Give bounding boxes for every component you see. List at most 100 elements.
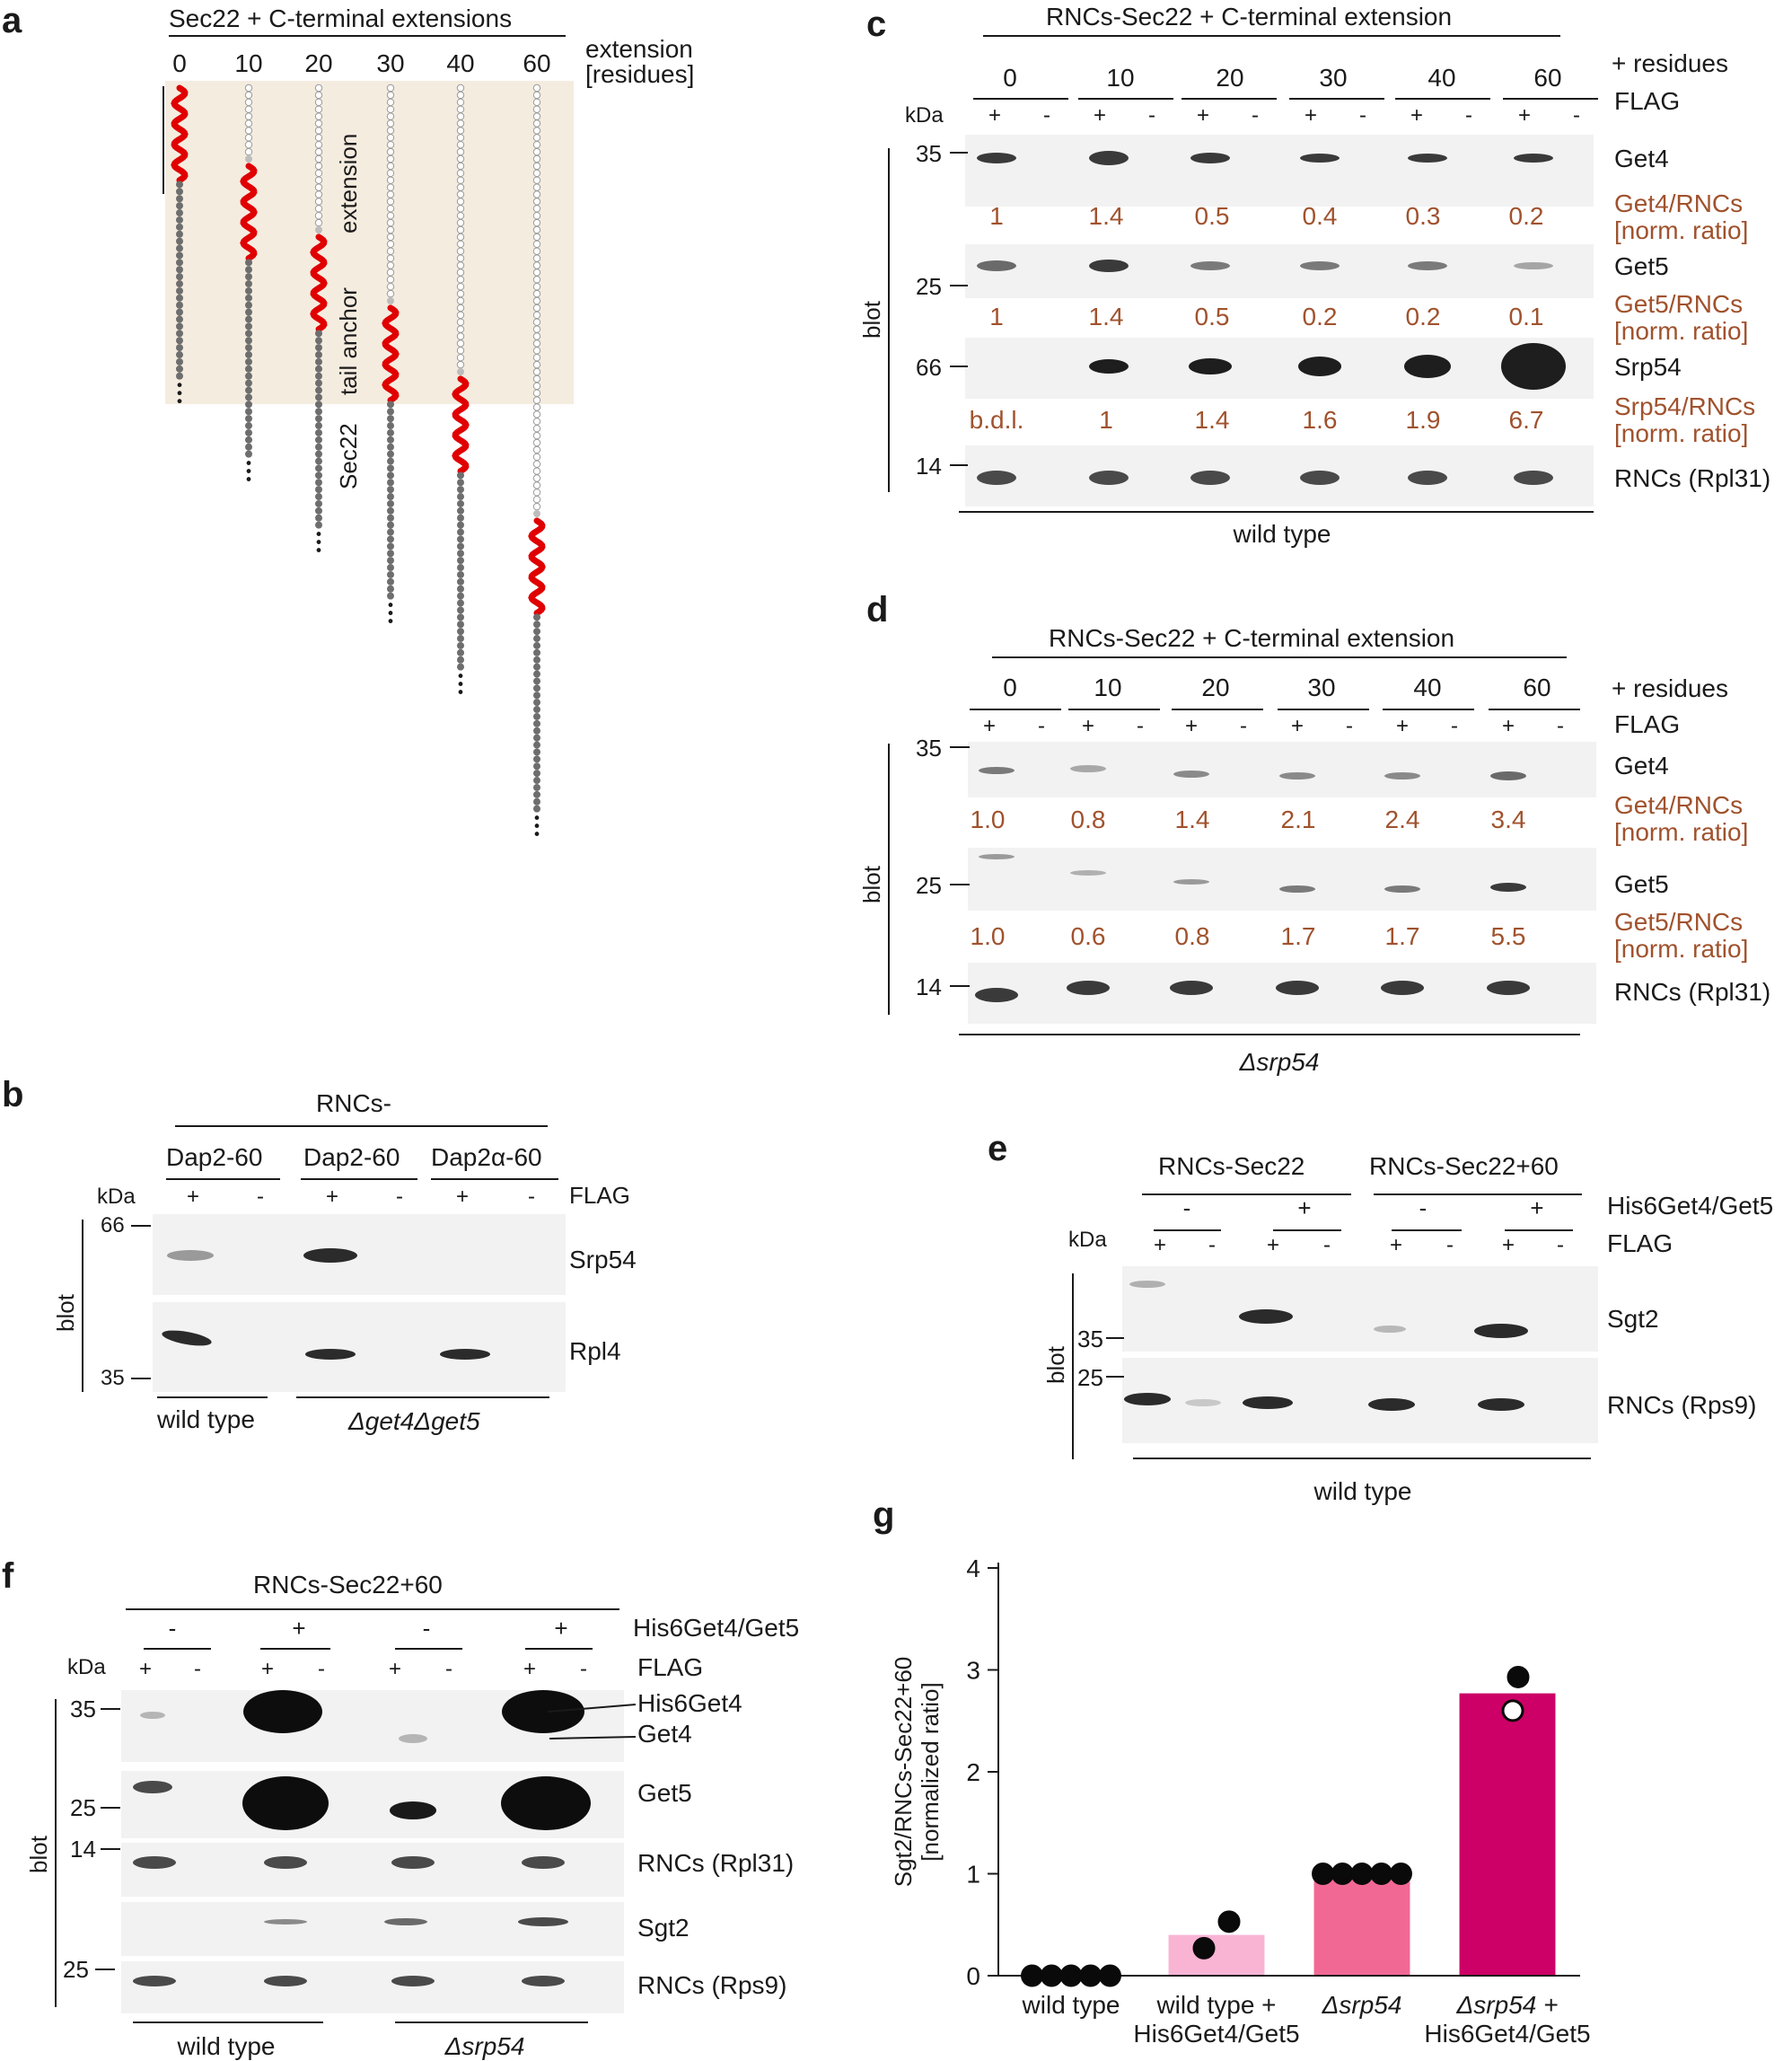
flag-sign: - xyxy=(1252,103,1259,128)
flag-sign: - xyxy=(1557,1233,1564,1257)
extension-residue xyxy=(456,325,465,333)
sec22-residue xyxy=(533,762,540,771)
sec22-residue xyxy=(457,493,464,501)
sec22-residue xyxy=(457,585,464,593)
flag-sign: + xyxy=(326,1185,338,1209)
mw: 14 xyxy=(70,1836,96,1863)
norm-label: [norm. ratio] xyxy=(1614,419,1748,447)
sec22-residue xyxy=(533,648,540,656)
extension-residue xyxy=(456,127,465,135)
ratio-label-get4: Get4/RNCs xyxy=(1614,189,1743,217)
construct-3: Dap2α-60 xyxy=(431,1143,542,1171)
mw: 25 xyxy=(70,1794,96,1821)
sec22-residue xyxy=(176,223,183,231)
flag-sign: + xyxy=(1502,714,1515,738)
band xyxy=(1089,359,1129,374)
sec22-residue xyxy=(245,422,252,430)
norm-label: [norm. ratio] xyxy=(1614,818,1748,846)
flag-sign: - xyxy=(1465,103,1472,128)
sec22-residue xyxy=(457,471,464,480)
extension-residue xyxy=(532,304,541,313)
sec22-residue xyxy=(533,797,540,806)
y-tick-label: 2 xyxy=(966,1758,980,1786)
ext-label-20: 20 xyxy=(304,49,332,77)
sec22-residue xyxy=(457,486,464,494)
band xyxy=(1474,1324,1528,1338)
sec22-residue xyxy=(387,415,394,423)
band xyxy=(303,1248,357,1263)
flag-sign: + xyxy=(187,1185,199,1209)
sec22-residue xyxy=(245,315,252,323)
data-point xyxy=(1217,1910,1241,1933)
extension-residue xyxy=(386,283,395,291)
sec22-residue xyxy=(457,557,464,565)
flag-sign: - xyxy=(1359,103,1366,128)
sec22-residue xyxy=(176,266,183,274)
band xyxy=(1490,883,1526,892)
sec22-residue xyxy=(457,542,464,550)
ratio-value: 1.7 xyxy=(1281,922,1316,950)
row-srp54: Srp54 xyxy=(569,1246,637,1273)
continuation-dot xyxy=(246,461,251,465)
flag-sign: + xyxy=(1410,103,1423,128)
sec22-residue xyxy=(245,330,252,338)
extension-residue xyxy=(532,431,541,440)
extension-residue xyxy=(532,198,541,206)
continuation-dot xyxy=(316,532,321,536)
flag-sign: + xyxy=(1502,1233,1515,1257)
extension-residue xyxy=(532,296,541,305)
band xyxy=(1124,1393,1171,1405)
band xyxy=(1300,471,1340,485)
extension-residue xyxy=(456,332,465,340)
panel-b-blot: blot xyxy=(52,1293,79,1332)
sec22-residue xyxy=(176,259,183,267)
sec22-residue xyxy=(315,337,322,345)
sec22-residue xyxy=(457,514,464,522)
continuation-dot xyxy=(458,690,463,694)
sec22-residue xyxy=(387,493,394,501)
sec22-residue xyxy=(245,428,252,436)
extension-residue xyxy=(314,198,323,206)
extension-residue xyxy=(386,190,395,198)
flag-sign: - xyxy=(580,1657,587,1681)
extension-residue xyxy=(456,318,465,326)
extension-residue xyxy=(386,289,395,298)
sec22-residue xyxy=(245,408,252,416)
continuation-dot xyxy=(246,469,251,473)
extension-residue xyxy=(532,489,541,497)
sec22-residue xyxy=(387,408,394,416)
sec22-residue xyxy=(533,727,540,735)
tail-anchor-helix xyxy=(240,163,258,262)
extension-residue xyxy=(386,247,395,255)
linker-residue xyxy=(315,226,322,233)
blot-get4 xyxy=(965,135,1594,207)
sec22-residue xyxy=(176,188,183,196)
band xyxy=(1089,471,1129,485)
row-rpl31: RNCs (Rpl31) xyxy=(637,1849,794,1877)
ratio-value: 1.9 xyxy=(1406,406,1441,434)
residue-label: 20 xyxy=(1201,674,1229,701)
band xyxy=(1300,261,1340,270)
ratio-value: 0.2 xyxy=(1509,202,1544,230)
sec22-residue xyxy=(315,428,322,436)
extension-residue xyxy=(532,332,541,340)
sec22-residue xyxy=(245,393,252,401)
extension-residue xyxy=(532,347,541,355)
mw: 14 xyxy=(916,453,942,480)
sec22-residue xyxy=(387,457,394,465)
residue-label: 40 xyxy=(1427,64,1455,92)
flag-sign: - xyxy=(445,1657,452,1681)
ratio-value: 1.4 xyxy=(1175,806,1210,833)
sec22-residue xyxy=(387,464,394,472)
sec22-residue xyxy=(315,365,322,373)
band xyxy=(1384,772,1420,779)
row-get4: Get4 xyxy=(637,1720,692,1748)
extension-residue xyxy=(456,304,465,313)
mw-66: 66 xyxy=(101,1213,125,1237)
extension-residue xyxy=(532,403,541,411)
extension-residue xyxy=(532,325,541,333)
flag-sign: - xyxy=(1446,1233,1454,1257)
ratio-value: 0.1 xyxy=(1509,303,1544,330)
ext-label-0: 0 xyxy=(172,49,187,77)
